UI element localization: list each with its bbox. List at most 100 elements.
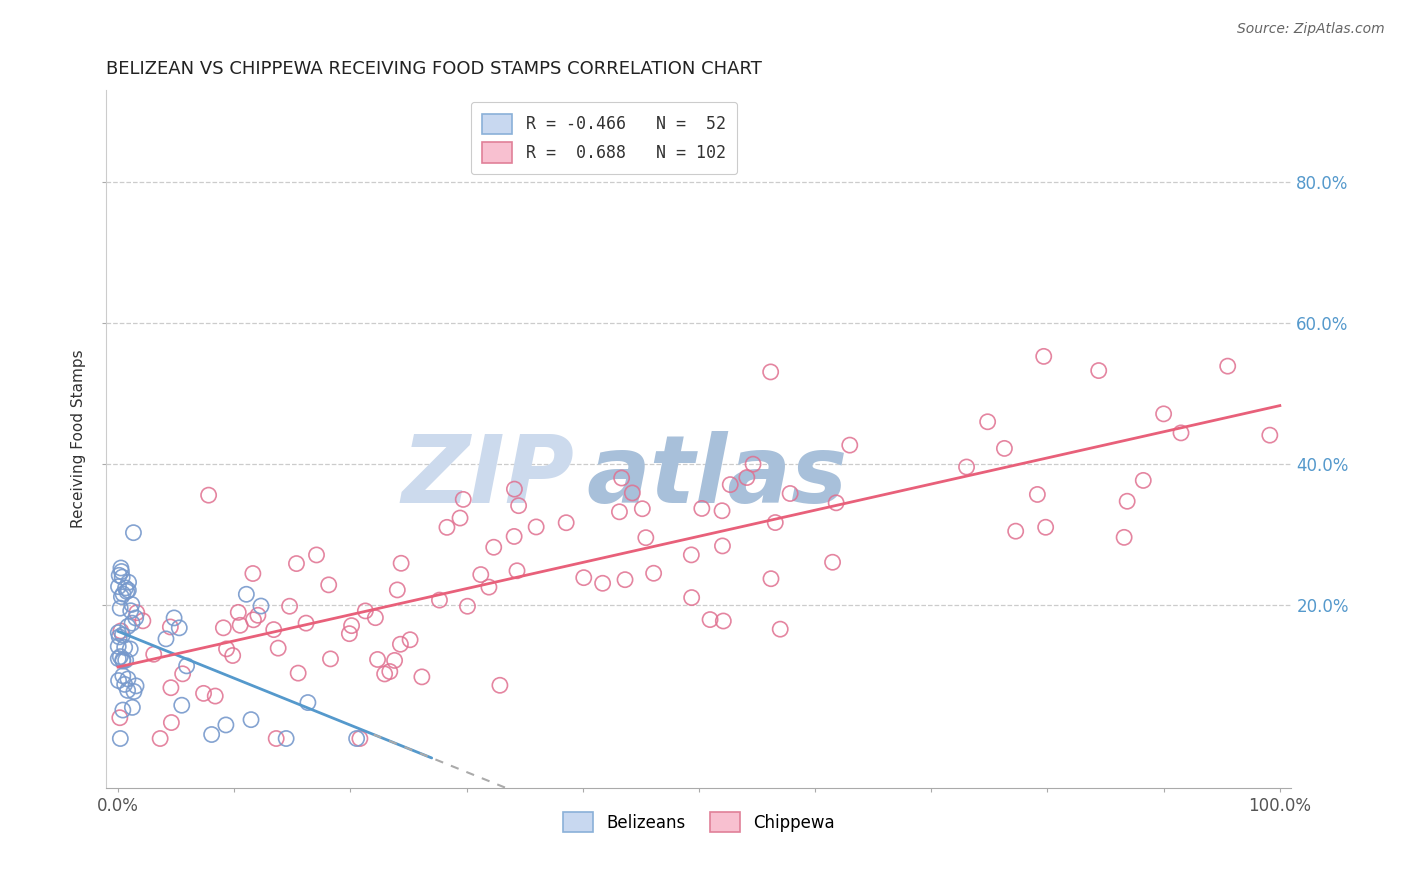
Point (111, 669, 134, 683)
Point (735, 470, 758, 484)
Point (681, 591, 703, 605)
Point (838, 438, 860, 452)
Point (711, 539, 734, 553)
Point (117, 683, 139, 698)
Point (295, 616, 318, 631)
Point (170, 698, 193, 713)
Point (276, 731, 298, 746)
Point (319, 652, 342, 666)
Point (387, 582, 409, 597)
Point (955, 460, 977, 475)
Point (503, 482, 526, 496)
Point (592, 576, 614, 591)
Point (429, 593, 451, 607)
Point (111, 703, 134, 717)
Point (107, 580, 129, 594)
Point (159, 620, 181, 634)
Point (825, 496, 848, 510)
Point (122, 525, 145, 540)
Point (503, 529, 526, 543)
Text: ZIP: ZIP (402, 432, 575, 524)
Point (1032, 350, 1054, 364)
Point (226, 606, 249, 620)
Point (1087, 363, 1109, 377)
Point (389, 637, 412, 651)
Point (117, 583, 139, 598)
Point (1004, 524, 1026, 538)
Point (278, 599, 301, 614)
Point (124, 611, 146, 625)
Point (690, 501, 713, 516)
Point (451, 492, 474, 507)
Point (117, 575, 139, 590)
Point (711, 614, 734, 628)
Point (250, 599, 273, 613)
Point (122, 684, 145, 698)
Point (364, 610, 387, 624)
Point (1216, 359, 1239, 373)
Point (110, 731, 132, 746)
Point (411, 670, 433, 684)
Point (609, 505, 631, 519)
Point (821, 555, 844, 569)
Point (470, 567, 492, 582)
Point (142, 647, 165, 661)
Point (367, 652, 389, 666)
Point (305, 548, 328, 562)
Point (1170, 425, 1192, 440)
Point (718, 477, 741, 491)
Point (572, 571, 595, 585)
Point (610, 471, 633, 485)
Point (621, 486, 644, 500)
Point (117, 619, 139, 633)
Point (201, 727, 224, 741)
Point (204, 689, 226, 703)
Legend: Belizeans, Chippewa: Belizeans, Chippewa (553, 802, 845, 842)
Point (110, 565, 132, 579)
Point (107, 625, 129, 640)
Point (114, 677, 136, 691)
Point (242, 613, 264, 627)
Point (1035, 520, 1057, 534)
Point (120, 642, 142, 657)
Point (384, 653, 406, 667)
Point (555, 516, 578, 530)
Point (197, 488, 219, 502)
Point (759, 572, 782, 586)
Point (240, 713, 263, 727)
Point (121, 598, 143, 612)
Point (993, 442, 1015, 456)
Point (337, 626, 360, 640)
Point (125, 679, 148, 693)
Point (114, 640, 136, 655)
Point (1153, 407, 1175, 421)
Point (110, 590, 132, 604)
Point (114, 653, 136, 667)
Point (614, 573, 637, 587)
Point (285, 557, 308, 571)
Point (111, 570, 134, 584)
Point (163, 611, 186, 625)
Point (456, 599, 478, 614)
Point (221, 648, 243, 663)
Point (125, 606, 148, 620)
Point (508, 499, 530, 513)
Point (763, 516, 786, 530)
Point (108, 601, 131, 615)
Point (107, 651, 129, 665)
Point (229, 618, 252, 632)
Point (769, 622, 792, 636)
Point (110, 649, 132, 664)
Point (374, 667, 396, 681)
Point (121, 700, 143, 714)
Point (699, 613, 721, 627)
Point (1026, 487, 1049, 501)
Point (160, 681, 183, 695)
Point (779, 486, 801, 500)
Point (524, 520, 547, 534)
Point (634, 531, 657, 545)
Point (264, 731, 287, 746)
Point (489, 678, 512, 692)
Point (263, 623, 285, 637)
Point (107, 640, 129, 654)
